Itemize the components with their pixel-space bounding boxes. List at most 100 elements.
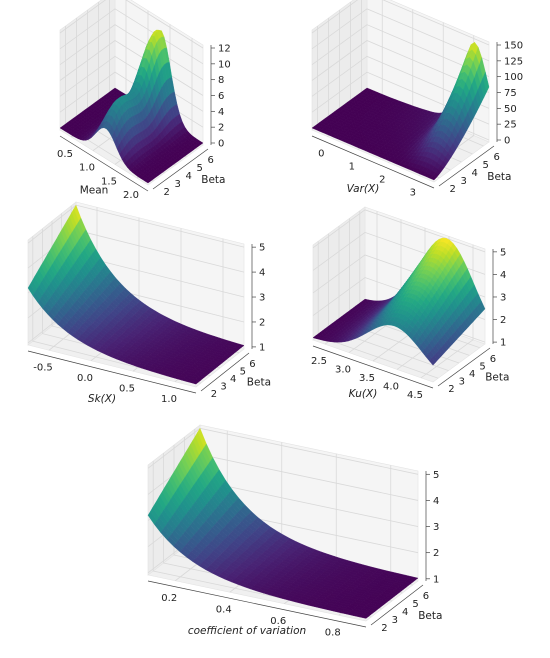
y-tick-label: 6 bbox=[249, 359, 255, 370]
z-tick-label: 2 bbox=[500, 315, 506, 326]
y-tick-label: 4 bbox=[472, 168, 478, 179]
surface-mesh bbox=[59, 29, 204, 184]
z-tick-label: 1 bbox=[259, 342, 265, 353]
z-tick-label: 10 bbox=[218, 59, 231, 70]
z-tick-label: 3 bbox=[500, 292, 506, 303]
x-tick-label: 0.5 bbox=[57, 149, 73, 160]
x-axis-label: coefficient of variation bbox=[188, 625, 306, 637]
z-tick-label: 4 bbox=[500, 270, 506, 281]
x-tick-label: 0.4 bbox=[216, 604, 232, 615]
z-tick-label: 2 bbox=[218, 123, 224, 134]
y-tick-label: 5 bbox=[240, 366, 246, 377]
y-tick-label: 2 bbox=[211, 389, 217, 400]
x-tick-label: 0 bbox=[318, 149, 324, 160]
y-tick-label: 2 bbox=[450, 184, 456, 195]
surface-facet bbox=[190, 380, 199, 385]
y-axis-label: Beta bbox=[247, 377, 271, 389]
y-axis bbox=[152, 148, 209, 190]
z-tick-label: 2 bbox=[433, 548, 439, 559]
z-tick-label: 25 bbox=[504, 120, 517, 131]
x-tick-label: 3.0 bbox=[335, 365, 351, 376]
z-tick-label: 4 bbox=[218, 107, 224, 118]
x-axis bbox=[311, 135, 435, 189]
z-tick-label: 8 bbox=[218, 75, 224, 86]
z-tick-label: 150 bbox=[504, 41, 523, 52]
x-tick-label: 4.0 bbox=[383, 381, 399, 392]
y-tick-label: 6 bbox=[490, 354, 496, 365]
surface-mesh bbox=[312, 237, 486, 366]
y-tick-label: 3 bbox=[392, 615, 398, 626]
x-tick-label: 2.0 bbox=[123, 190, 139, 201]
x-tick-label: -0.5 bbox=[33, 362, 53, 373]
x-tick-label: 0.8 bbox=[325, 627, 341, 638]
x-axis-label: Mean bbox=[80, 185, 109, 197]
z-tick-label: 2 bbox=[259, 317, 265, 328]
z-tick-label: 100 bbox=[504, 72, 523, 83]
grid-line bbox=[311, 0, 490, 46]
x-axis-label: Sk(X) bbox=[88, 393, 116, 405]
z-tick-label: 5 bbox=[259, 243, 265, 254]
z-tick-label: 1 bbox=[433, 574, 439, 585]
y-axis-label: Beta bbox=[418, 610, 442, 622]
y-tick-label: 5 bbox=[483, 160, 489, 171]
x-axis bbox=[27, 350, 197, 394]
x-tick-label: 0.2 bbox=[161, 593, 177, 604]
y-tick-label: 3 bbox=[175, 179, 181, 190]
x-tick-label: 1.5 bbox=[101, 176, 117, 187]
x-tick-label: 1.0 bbox=[79, 163, 95, 174]
y-tick-label: 4 bbox=[186, 171, 192, 182]
surface-mesh bbox=[27, 204, 245, 385]
grid-line bbox=[59, 8, 204, 65]
z-tick-label: 3 bbox=[259, 293, 265, 304]
x-axis-label: Ku(X) bbox=[349, 388, 378, 400]
x-tick-label: 1 bbox=[349, 162, 355, 173]
y-tick-label: 3 bbox=[459, 377, 465, 388]
y-tick-label: 6 bbox=[494, 152, 500, 163]
grid-line bbox=[59, 24, 204, 81]
y-tick-label: 4 bbox=[402, 607, 408, 618]
y-tick-label: 5 bbox=[197, 163, 203, 174]
z-tick-label: 5 bbox=[500, 247, 506, 258]
y-tick-label: 6 bbox=[208, 155, 214, 166]
x-tick-label: 2.5 bbox=[311, 356, 327, 367]
y-tick-label: 2 bbox=[448, 384, 454, 395]
x-axis-label: Var(X) bbox=[347, 183, 380, 195]
surface-facet bbox=[145, 179, 151, 184]
grid-line bbox=[59, 0, 204, 49]
x-tick-label: 2 bbox=[379, 175, 385, 186]
x-tick-label: 0.5 bbox=[119, 383, 135, 394]
surface-mesh bbox=[311, 41, 490, 181]
x-tick-label: 0.0 bbox=[77, 373, 93, 384]
x-tick-label: 3 bbox=[410, 188, 416, 199]
z-tick-label: 125 bbox=[504, 56, 523, 67]
z-tick-label: 0 bbox=[504, 136, 510, 147]
y-tick-label: 2 bbox=[164, 187, 170, 198]
z-tick-label: 1 bbox=[500, 338, 506, 349]
grid-line bbox=[59, 40, 204, 96]
grid-line bbox=[311, 8, 490, 62]
y-tick-label: 4 bbox=[469, 369, 475, 380]
x-axis bbox=[59, 135, 149, 192]
z-tick-label: 75 bbox=[504, 88, 517, 99]
z-tick-label: 3 bbox=[433, 522, 439, 533]
x-tick-label: 3.5 bbox=[359, 373, 375, 384]
grid-line bbox=[311, 40, 490, 93]
z-tick-label: 6 bbox=[218, 91, 224, 102]
y-tick-label: 3 bbox=[461, 176, 467, 187]
y-tick-label: 5 bbox=[412, 599, 418, 610]
z-tick-label: 12 bbox=[218, 44, 231, 55]
y-axis bbox=[438, 145, 495, 187]
y-tick-label: 6 bbox=[423, 591, 429, 602]
y-axis-label: Beta bbox=[487, 171, 511, 183]
y-tick-label: 2 bbox=[381, 623, 387, 634]
y-axis-label: Beta bbox=[201, 174, 225, 186]
grid-line bbox=[420, 244, 474, 379]
y-axis bbox=[200, 352, 250, 392]
grid-line bbox=[312, 209, 486, 253]
y-tick-label: 3 bbox=[220, 382, 226, 393]
